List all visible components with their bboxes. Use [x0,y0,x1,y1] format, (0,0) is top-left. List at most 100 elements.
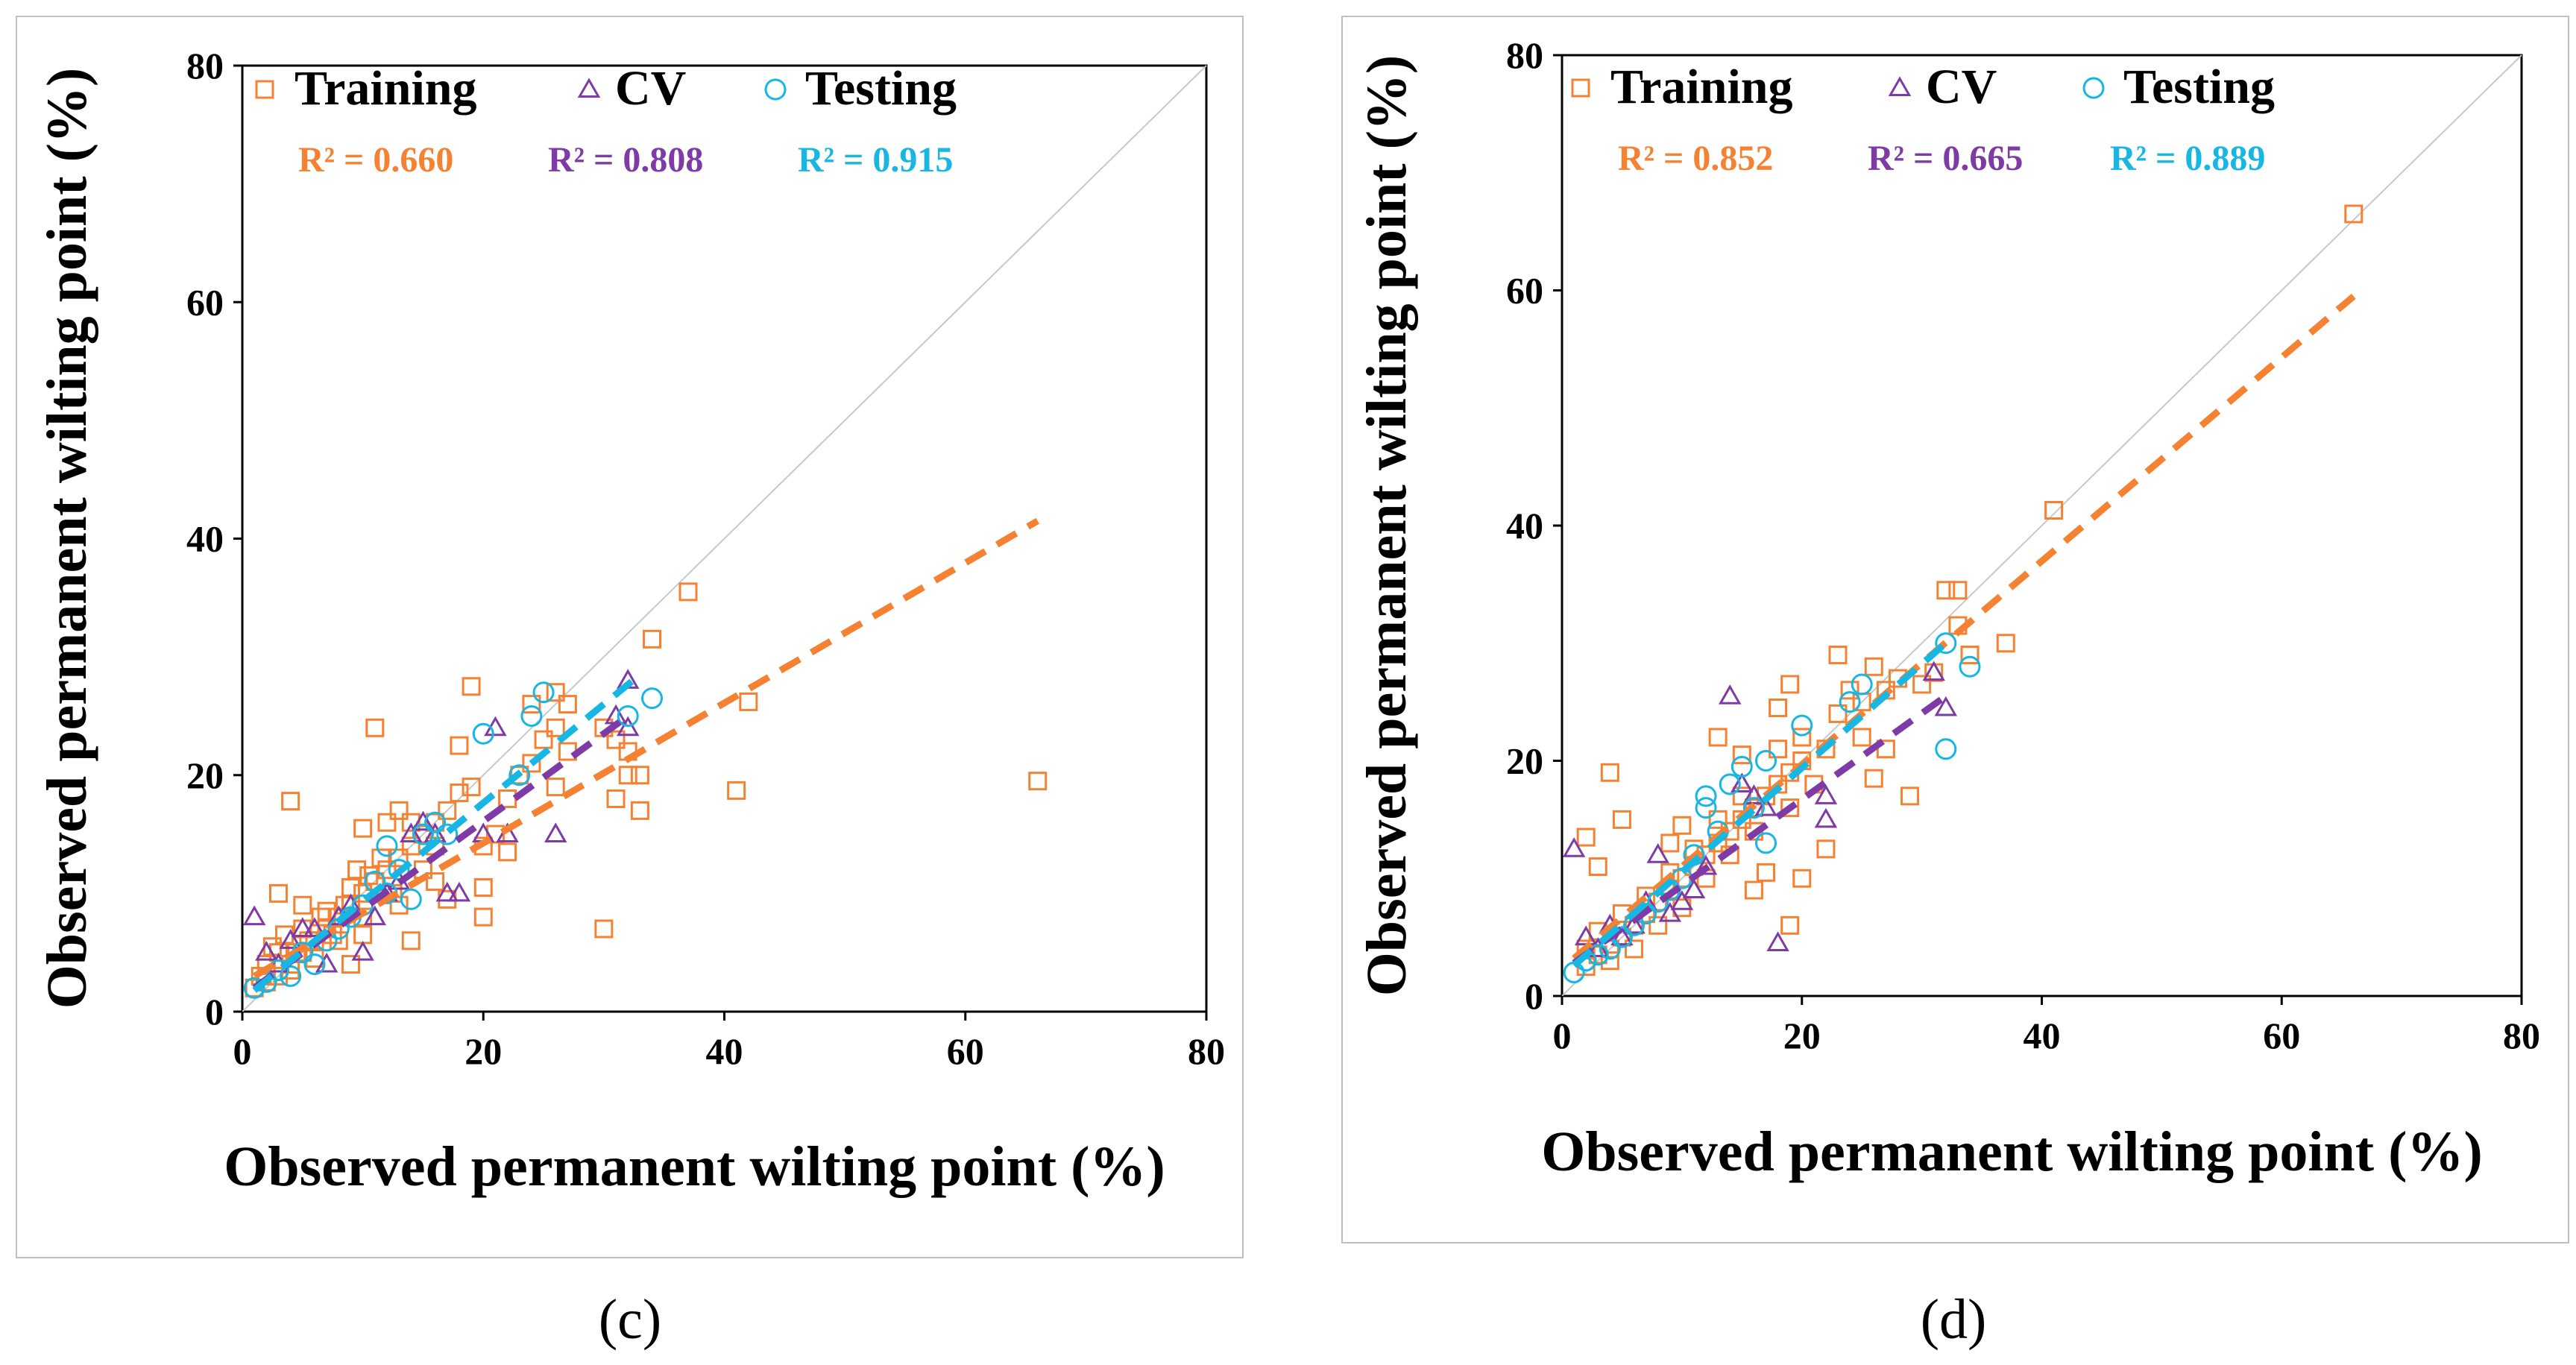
data-point-training [1769,699,1788,718]
data-point-training [510,766,529,785]
data-point-testing [1731,755,1753,778]
data-point-training [546,683,565,702]
data-point-testing [508,764,531,786]
fit-line-training [1572,293,2356,961]
x-tick-label: 0 [1553,1015,1572,1056]
data-point-cv [303,917,327,937]
r2-label-cv: R² = 0.665 [1868,139,2023,178]
data-point-training [293,895,312,915]
data-point-cv [291,917,315,937]
data-point-training [1600,763,1619,782]
data-point-training [594,919,614,939]
data-point-training [1708,728,1728,747]
legend-circle-marker [764,78,787,101]
data-point-training [365,718,385,737]
data-point-cv [1694,854,1718,875]
y-tick-label: 80 [186,45,224,86]
data-point-cv [1934,696,1958,716]
data-point-training [426,813,445,832]
x-tick-label: 40 [706,1030,743,1072]
data-point-training [1769,740,1788,759]
data-point-testing [617,704,639,727]
r2-label-training: R² = 0.852 [1618,139,1773,178]
legend-label-cv: CV [1926,60,1997,114]
data-point-training [606,789,626,808]
data-point-training [1996,634,2015,653]
y-tick-label: 0 [205,991,224,1033]
data-point-testing [1851,673,1873,696]
legend-label-training: Training [295,61,477,116]
data-point-training [1960,646,1980,665]
data-point-training [1936,581,1956,600]
legend-label-testing: Testing [805,61,957,116]
data-point-training [426,872,445,892]
data-point-training [401,931,421,951]
data-point-training [450,784,469,803]
data-point-training [1792,728,1812,747]
data-point-cv [351,941,374,961]
data-point-training [473,877,493,897]
data-point-testing [412,823,434,845]
data-point-training [618,766,637,785]
data-point-training [522,754,541,773]
data-point-testing [436,823,459,845]
data-point-training [377,860,397,880]
r2-label-training: R² = 0.660 [298,140,453,180]
data-point-training [1732,745,1751,765]
data-point-testing [1935,738,1957,760]
y-axis-title: Observed permanent wilting point (%) [1355,55,1418,996]
data-point-training [1948,581,1968,600]
y-tick-label: 40 [186,518,224,560]
chart-caption: (d) [1921,1288,1987,1351]
data-point-cv [1766,931,1789,951]
data-point-training [317,901,336,921]
data-point-cv [400,822,423,843]
legend-label-testing: Testing [2123,60,2275,114]
data-point-training [1576,827,1596,847]
data-point-training [1840,681,1859,700]
data-point-cv [1587,937,1610,957]
data-point-training [438,801,457,820]
data-point-testing [1839,691,1861,713]
x-tick-label: 40 [2024,1015,2061,1056]
data-point-training [1588,857,1607,876]
series-testing [1563,632,1981,983]
data-point-training [630,801,649,820]
data-point-training [1912,675,1932,694]
data-point-training [341,955,360,974]
data-point-training [377,813,397,832]
y-tick-label: 20 [1506,740,1543,782]
data-point-training [2344,204,2364,224]
data-point-training [268,883,288,903]
legend-label-training: Training [1610,60,1793,114]
data-point-training [413,825,432,844]
data-point-training [329,931,348,951]
data-point-training [522,695,541,714]
x-tick-label: 20 [1783,1015,1821,1056]
data-point-testing [243,977,265,999]
data-point-cv [242,905,266,926]
r2-label-testing: R² = 0.889 [2110,139,2265,178]
data-point-training [630,766,649,785]
data-point-training [1600,951,1619,971]
data-point-training [353,819,373,838]
y-tick-label: 60 [186,281,224,323]
data-point-training [739,692,758,711]
data-point-cv [544,822,567,843]
y-tick-label: 0 [1525,975,1543,1017]
data-point-training [534,730,553,749]
data-point-training [473,907,493,927]
r2-label-testing: R² = 0.915 [798,140,953,180]
data-point-training [1672,816,1692,835]
data-point-cv [1731,772,1754,793]
data-point-cv [1814,784,1838,804]
data-point-training [311,907,330,927]
data-point-training [1780,798,1800,818]
data-point-training [1792,869,1812,888]
data-point-testing [303,953,326,976]
data-point-cv [1718,684,1742,704]
data-point-training [389,801,409,820]
data-point-testing [1695,785,1717,807]
data-point-training [1816,839,1836,859]
